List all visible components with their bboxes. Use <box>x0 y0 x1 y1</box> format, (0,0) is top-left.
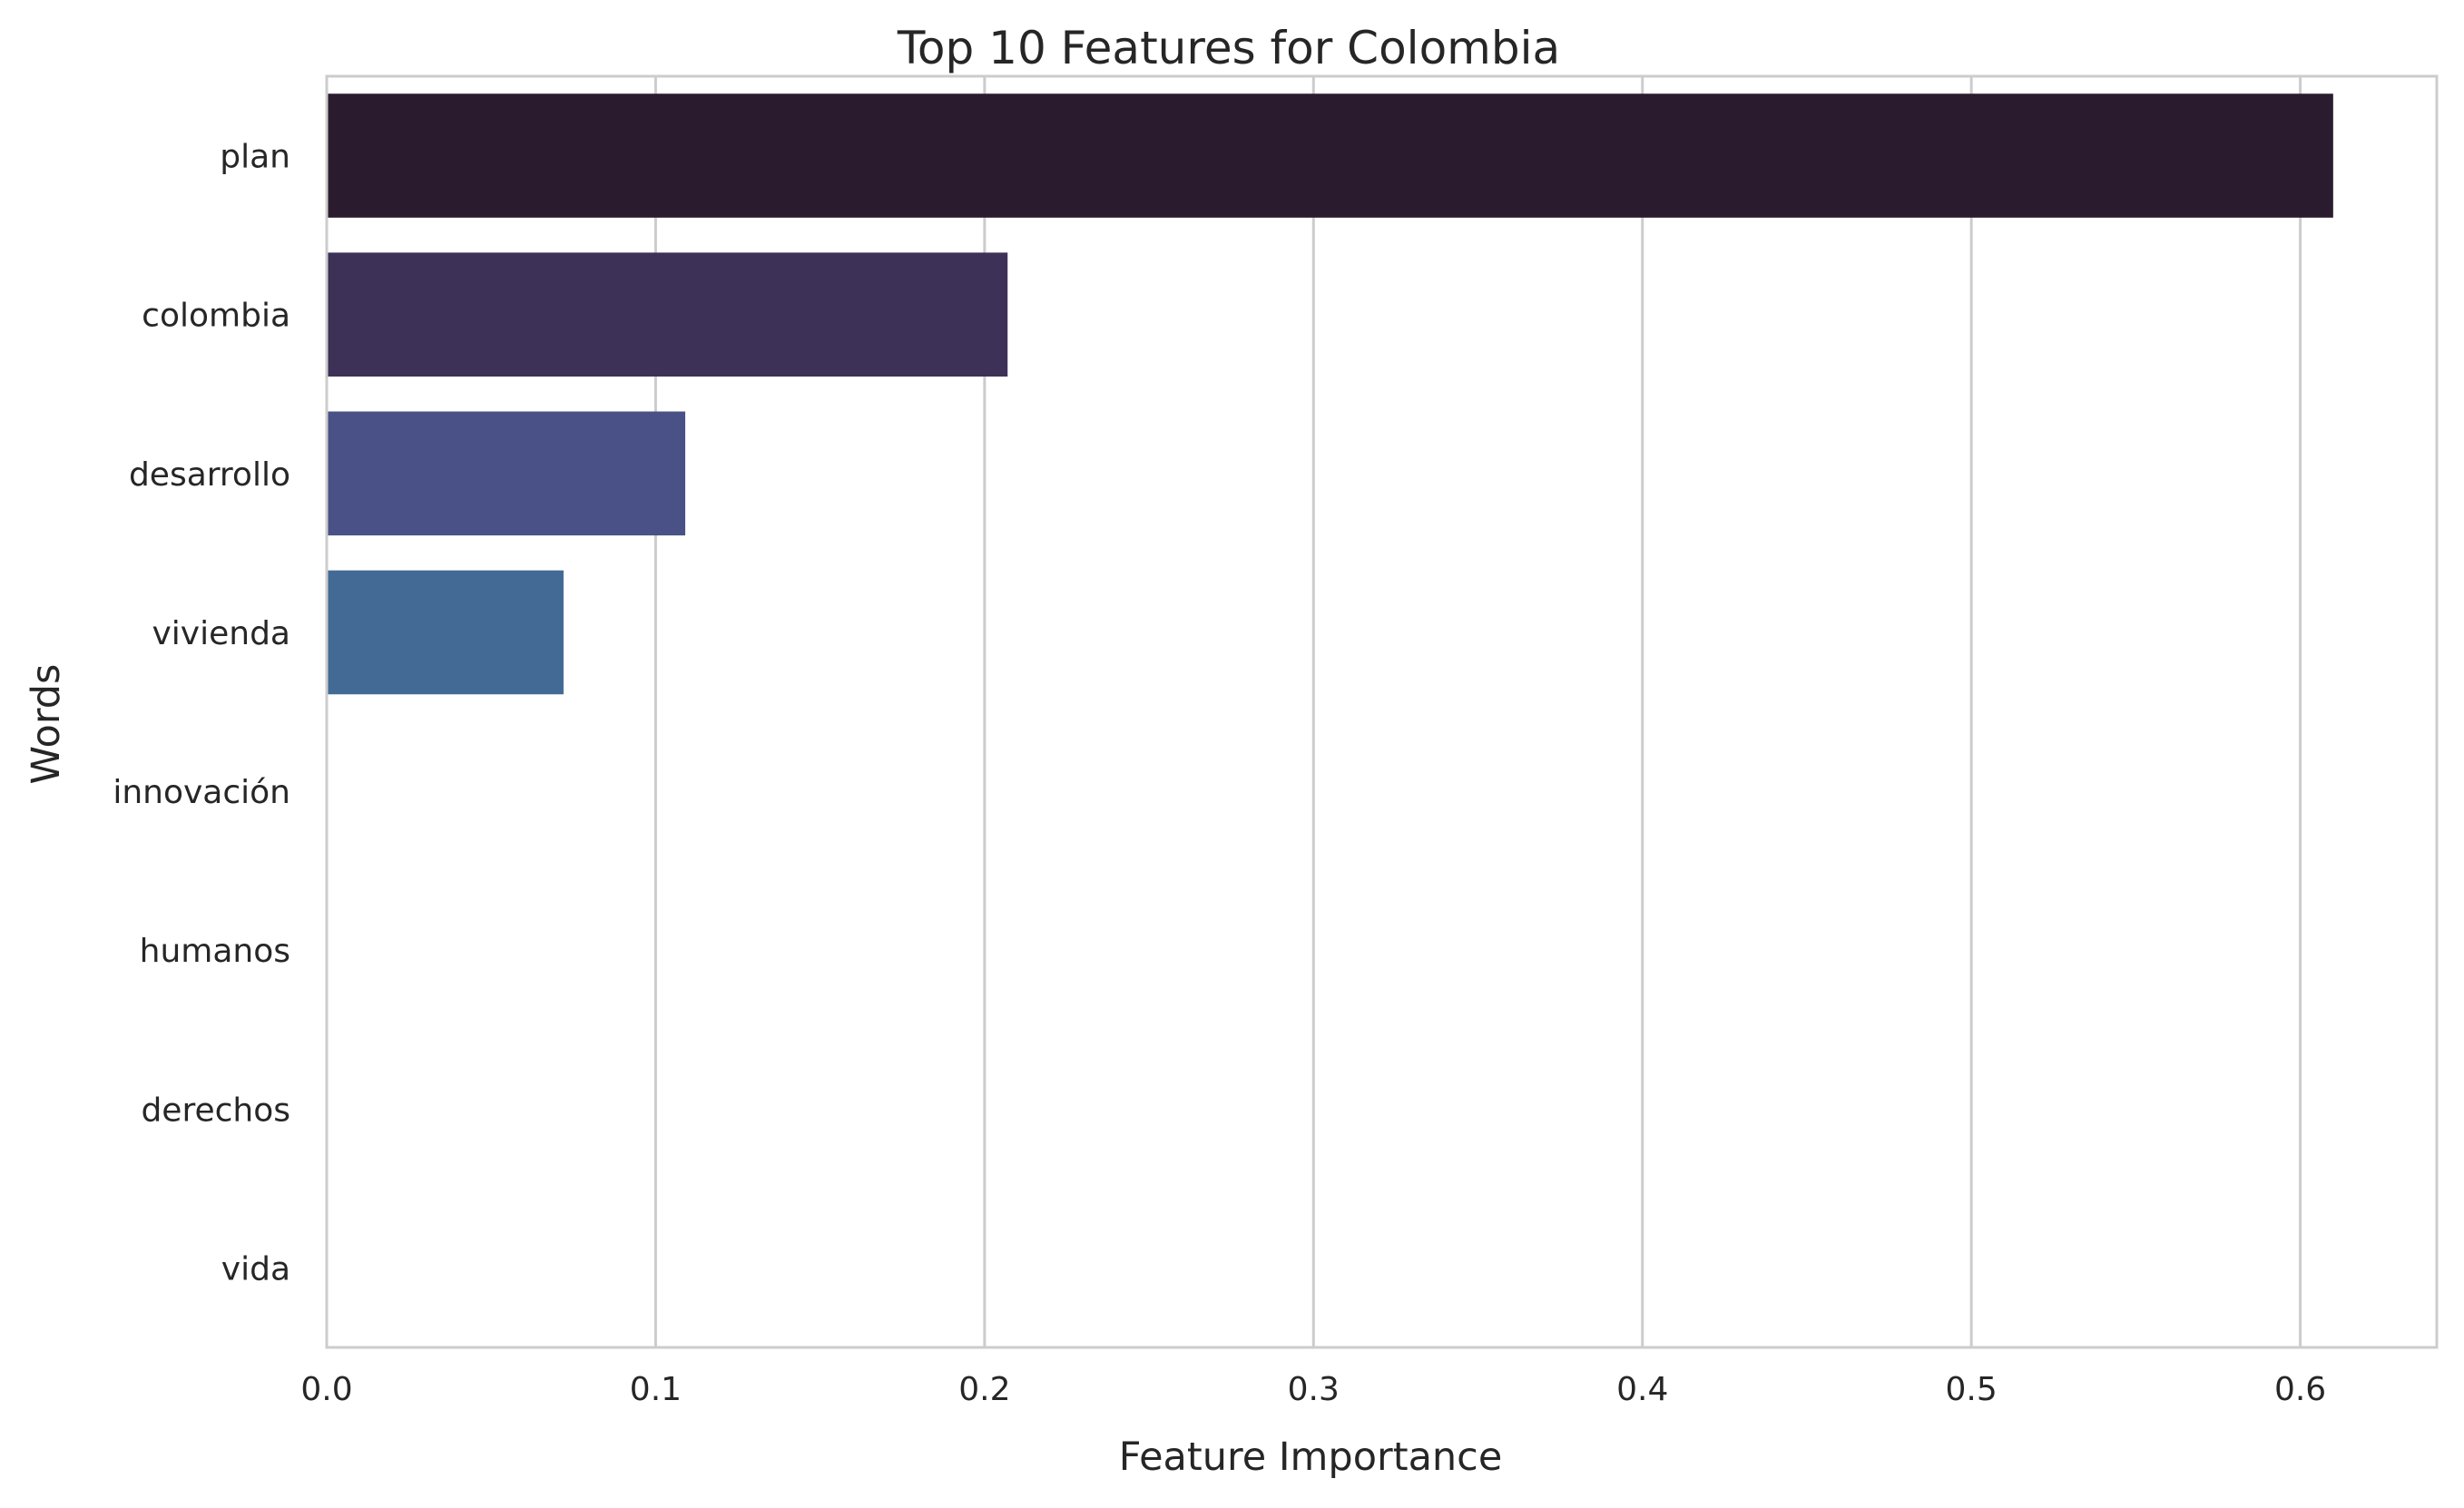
bar-colombia <box>327 252 1008 377</box>
x-tick-label: 0.4 <box>1616 1371 1668 1408</box>
x-tick-label: 0.2 <box>958 1371 1010 1408</box>
bar-plan <box>327 93 2333 218</box>
x-tick-labels: 0.0 0.1 0.2 0.3 0.4 0.5 0.6 <box>300 1371 2326 1408</box>
x-tick-label: 0.3 <box>1288 1371 1340 1408</box>
chart-title: Top 10 Features for Colombia <box>897 22 1560 74</box>
y-tick-label: colombia <box>142 298 290 335</box>
x-axis-label: Feature Importance <box>1119 1435 1503 1480</box>
bar-vivienda <box>327 570 564 695</box>
y-tick-label: vida <box>221 1250 290 1288</box>
y-tick-label: innovación <box>113 774 290 811</box>
x-tick-label: 0.5 <box>1946 1371 1998 1408</box>
y-tick-label: humanos <box>140 933 290 970</box>
y-tick-label: derechos <box>141 1092 290 1129</box>
y-tick-label: plan <box>220 139 290 176</box>
y-tick-labels: plan colombia desarrollo vivienda innovación… <box>113 139 290 1288</box>
bars <box>327 93 2333 695</box>
x-tick-label: 0.0 <box>300 1371 352 1408</box>
plot-frame <box>325 74 2439 1349</box>
y-tick-label: vivienda <box>152 615 291 652</box>
x-tick-label: 0.1 <box>630 1371 682 1408</box>
y-axis-label: Words <box>24 664 69 785</box>
bar-desarrollo <box>327 411 686 536</box>
x-tick-label: 0.6 <box>2274 1371 2326 1408</box>
y-tick-label: desarrollo <box>129 456 290 494</box>
